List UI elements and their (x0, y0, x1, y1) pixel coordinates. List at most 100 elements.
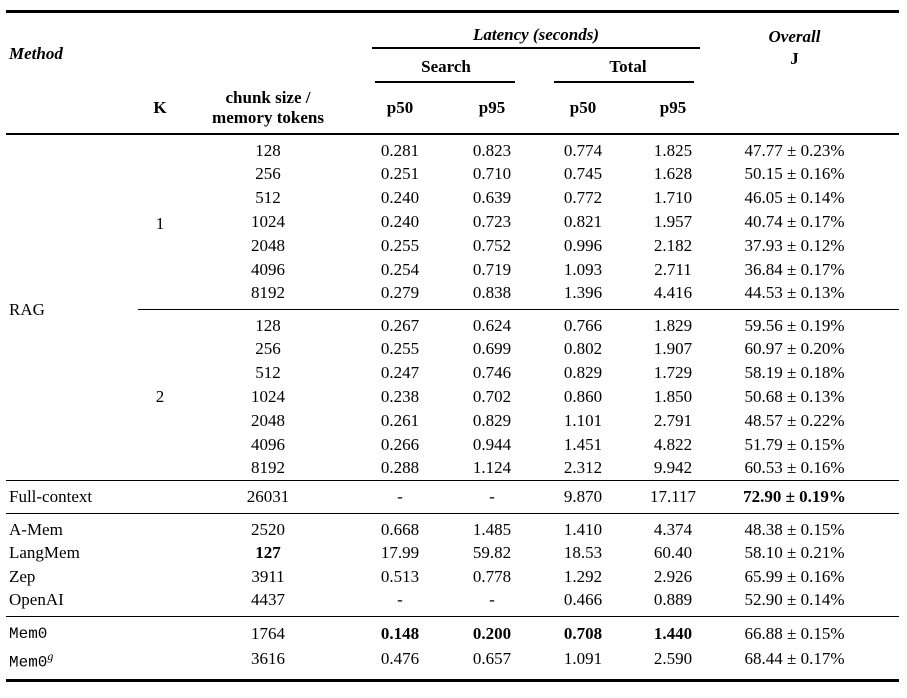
cell-total-p95: 60.40 (653, 543, 693, 562)
cell-overall-j: 44.53 ± 0.13% (744, 282, 845, 302)
cell-chunk-size: 3911 (251, 567, 285, 586)
cell-total-p95: 4.822 (653, 434, 693, 454)
cell-search-p50: 0.668 (380, 520, 420, 539)
table-row: 2048 0.255 0.752 0.996 2.182 37.93 ± 0.12% (6, 234, 899, 258)
col-header-total-p50: p50 (569, 98, 597, 117)
cell-search-p50: 0.254 (380, 259, 420, 279)
cell-chunk-size: 1024 (251, 211, 285, 231)
cell-total-p50: 1.396 (563, 282, 603, 302)
overall-metric-label: J (790, 49, 799, 68)
cell-total-p95: 1.440 (628, 616, 718, 645)
cell-search-p95: 0.657 (472, 649, 512, 669)
table-row: 1024 0.240 0.723 0.821 1.957 40.74 ± 0.17% (6, 210, 899, 234)
cell-search-p95: 0.829 (472, 410, 512, 430)
cell-search-p95: 1.124 (472, 458, 512, 478)
cell-total-p50: 0.466 (563, 590, 603, 609)
table-row: 2 128 0.267 0.624 0.766 1.829 59.56 ± 0.19% (6, 308, 899, 481)
cell-chunk-size: 8192 (251, 282, 285, 302)
cell-chunk-size: 128 (255, 140, 281, 160)
cell-overall-j: 36.84 ± 0.17% (744, 259, 845, 279)
cell-search-p50: 0.240 (380, 187, 420, 207)
cell-search-p95: 0.823 (472, 140, 512, 160)
cell-overall-j: 58.19 ± 0.18% (744, 362, 845, 382)
cell-search-p50: 0.255 (380, 338, 420, 358)
cell-search-p50: 0.238 (380, 386, 420, 406)
cell-chunk-size: 512 (255, 362, 281, 382)
cell-total-p50: 1.451 (563, 434, 603, 454)
cell-chunk-size: 2048 (251, 235, 285, 255)
header-spacer (138, 12, 354, 84)
cell-search-p95: 0.699 (472, 338, 512, 358)
cell-chunk-size: 4096 (251, 259, 285, 279)
cell-overall-j: 58.10 ± 0.21% (744, 543, 845, 562)
cell-chunk-size: 8192 (251, 458, 285, 478)
cell-method: A-Mem (9, 520, 63, 539)
header-row-groups: Method Latency (seconds) Overall J (6, 12, 899, 69)
header-row-subgroups: Search Total (6, 50, 899, 84)
cell-chunk-size: 128 (182, 308, 354, 337)
cell-overall-j: 50.68 ± 0.13% (744, 386, 845, 406)
cell-method-rag: RAG (9, 299, 45, 319)
cell-total-p50: 0.745 (563, 163, 603, 183)
cell-search-p50: 0.288 (380, 458, 420, 478)
table-row: 256 0.255 0.699 0.802 1.907 60.97 ± 0.20% (6, 337, 899, 361)
col-header-search-p50: p50 (386, 98, 414, 117)
cell-total-p50: 1.093 (563, 259, 603, 279)
cell-chunk-size: 1764 (182, 616, 354, 645)
col-header-total-p95: p95 (659, 98, 687, 117)
table-row: RAG 1 128 0.281 0.823 0.774 1.825 47.77 ± 0.23% (6, 134, 899, 319)
table-row: 256 0.251 0.710 0.745 1.628 50.15 ± 0.16% (6, 162, 899, 186)
cell-k-value: 1 (155, 214, 165, 233)
method-label: Method (9, 44, 63, 63)
cell-overall-j: 46.05 ± 0.14% (744, 187, 845, 207)
cell-total-p50: 0.821 (563, 211, 603, 231)
cell-chunk-size: 4437 (251, 590, 285, 609)
col-header-chunk-size: chunk size / memory tokens (182, 84, 354, 134)
cell-total-p50: 0.860 (563, 386, 603, 406)
cell-overall-j: 40.74 ± 0.17% (744, 211, 845, 231)
cell-chunk-size: 256 (255, 163, 281, 183)
cell-search-p50: 17.99 (380, 543, 420, 562)
table-row: LangMem 127 17.99 59.82 18.53 60.40 58.10 ± 0.… (6, 541, 899, 565)
cell-search-p50: 0.251 (380, 163, 420, 183)
cell-total-p95: 9.942 (653, 458, 693, 478)
latency-comparison-table: Method Latency (seconds) Overall J Searc… (6, 10, 899, 682)
cell-total-p95: 1.825 (653, 140, 693, 160)
cell-total-p50: 9.870 (538, 480, 628, 514)
cell-chunk-size: 127 (255, 543, 281, 562)
group-header-search: Search (354, 50, 538, 84)
cell-search-p50: 0.267 (354, 308, 446, 337)
cell-total-p95: 1.907 (653, 338, 693, 358)
cell-overall-j: 60.53 ± 0.16% (744, 458, 845, 478)
cell-method: LangMem (9, 543, 80, 562)
cell-total-p95: 1.957 (653, 211, 693, 231)
col-header-search-p95: p95 (478, 98, 506, 117)
cell-chunk-size: 4096 (251, 434, 285, 454)
cell-overall-j: 47.77 ± 0.23% (744, 140, 845, 160)
cell-total-p50: 0.829 (563, 362, 603, 382)
cell-search-p95: 0.838 (472, 282, 512, 302)
cell-overall-j: 68.44 ± 0.17% (744, 649, 845, 669)
chunk-size-label-line2: memory tokens (212, 108, 324, 127)
cell-overall-j: 37.93 ± 0.12% (744, 235, 845, 255)
cell-search-p95: 59.82 (472, 543, 512, 562)
table-row: 2048 0.261 0.829 1.101 2.791 48.57 ± 0.22% (6, 409, 899, 433)
cell-search-p95: 0.719 (472, 259, 512, 279)
cell-overall-j: 48.38 ± 0.15% (744, 520, 845, 539)
cell-total-p95: 2.711 (654, 259, 692, 279)
search-group-label: Search (421, 56, 471, 76)
cell-chunk-size: 1024 (251, 386, 285, 406)
cell-total-p95: 2.791 (653, 410, 693, 430)
table-row: A-Mem 2520 0.668 1.485 1.410 4.374 48.38 ± 0.1… (6, 514, 899, 542)
cell-total-p50: 2.312 (563, 458, 603, 478)
cell-method: OpenAI (9, 590, 64, 609)
cell-search-p50: 0.476 (380, 649, 420, 669)
cell-overall-j: 48.57 ± 0.22% (744, 410, 845, 430)
rag-section: RAG 1 128 0.281 0.823 0.774 1.825 47.77 ± 0.23%… (6, 134, 899, 481)
cell-search-p95: 0.723 (472, 211, 512, 231)
cell-search-p50: 0.255 (380, 235, 420, 255)
cell-method: Zep (9, 567, 36, 586)
memory-systems-section: A-Mem 2520 0.668 1.485 1.410 4.374 48.38 ± 0.1… (6, 514, 899, 617)
cell-total-p95: 2.590 (653, 649, 693, 669)
